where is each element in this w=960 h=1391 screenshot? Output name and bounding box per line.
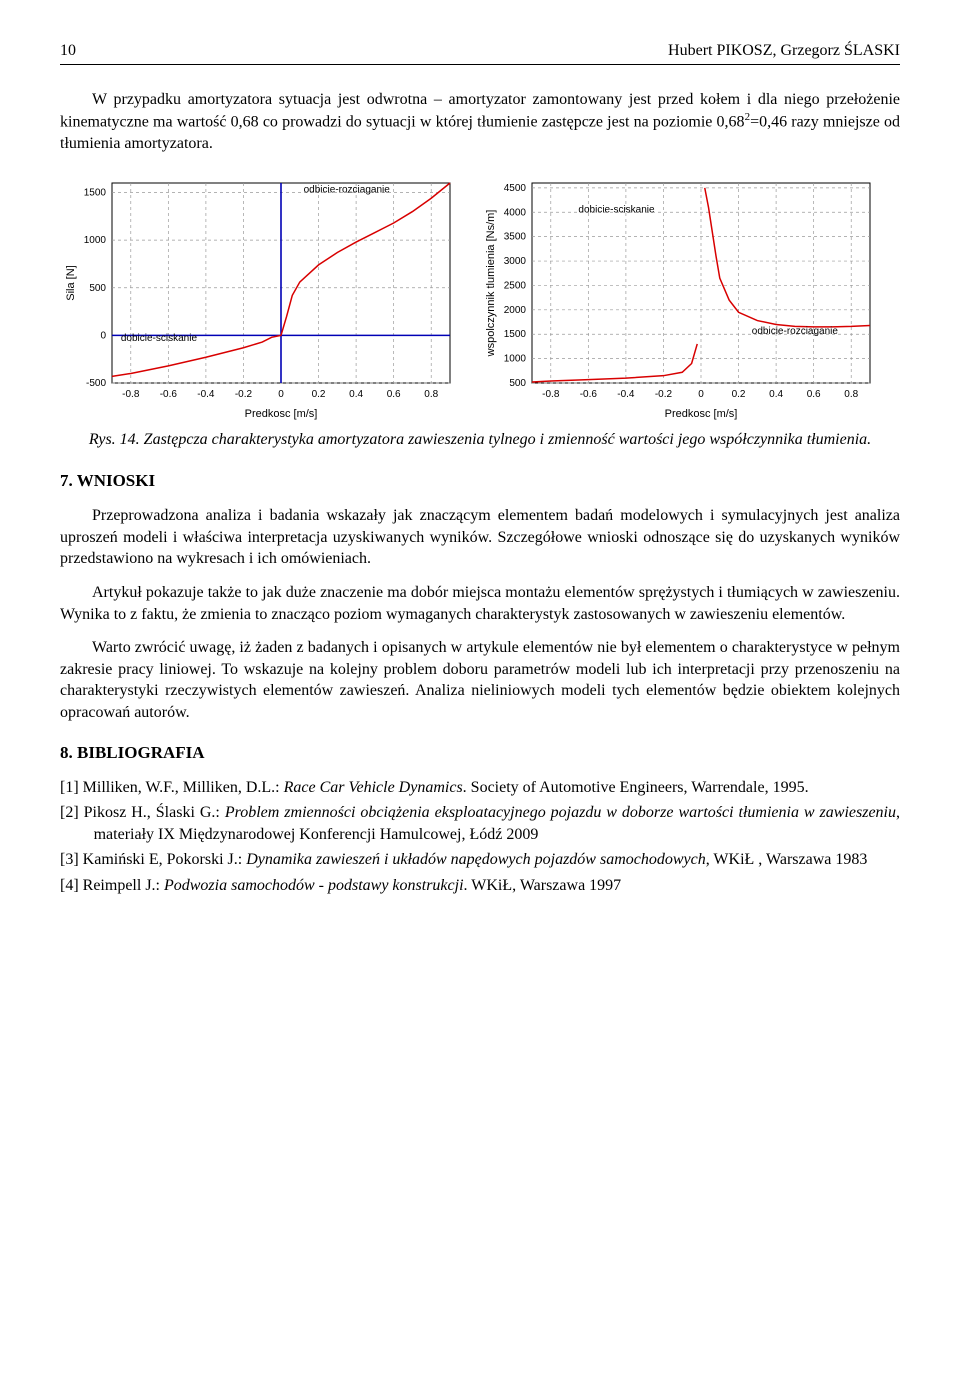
svg-text:1500: 1500 — [504, 329, 527, 340]
svg-text:0: 0 — [278, 389, 284, 400]
svg-text:-500: -500 — [86, 378, 106, 389]
svg-text:2500: 2500 — [504, 280, 527, 291]
svg-text:odbicie-rozciaganie: odbicie-rozciaganie — [752, 326, 839, 337]
svg-text:odbicie-rozciaganie: odbicie-rozciaganie — [304, 184, 391, 195]
reference-item: [4] Reimpell J.: Podwozia samochodów - p… — [60, 875, 900, 897]
svg-text:-0.8: -0.8 — [542, 389, 560, 400]
svg-text:3500: 3500 — [504, 231, 527, 242]
svg-text:500: 500 — [89, 282, 106, 293]
sec7-p3: Warto zwrócić uwagę, iż żaden z badanych… — [60, 637, 900, 723]
figure-caption: Rys. 14. Zastępcza charakterystyka amort… — [60, 429, 900, 451]
figure-14: -0.8 -0.6 -0.4 -0.2 0 0.2 0.4 0.6 0.8 -500 0 500 100… — [60, 173, 900, 423]
sec7-p1: Przeprowadzona analiza i badania wskazał… — [60, 505, 900, 570]
svg-text:4000: 4000 — [504, 207, 527, 218]
svg-text:0: 0 — [100, 330, 106, 341]
svg-text:dobicie-sciskanie: dobicie-sciskanie — [121, 333, 198, 344]
svg-text:500: 500 — [509, 378, 526, 389]
svg-text:0.8: 0.8 — [844, 389, 858, 400]
svg-text:0.8: 0.8 — [424, 389, 438, 400]
sec7-p2: Artykuł pokazuje także to jak duże znacz… — [60, 582, 900, 625]
reference-item: [3] Kamiński E, Pokorski J.: Dynamika za… — [60, 849, 900, 871]
section-8-title: 8. BIBLIOGRAFIA — [60, 742, 900, 765]
svg-text:0.2: 0.2 — [732, 389, 746, 400]
svg-text:dobicie-sciskanie: dobicie-sciskanie — [578, 204, 655, 215]
svg-text:1000: 1000 — [504, 353, 527, 364]
svg-text:Sila [N]: Sila [N] — [65, 265, 77, 300]
svg-text:0.4: 0.4 — [349, 389, 363, 400]
svg-text:Predkosc [m/s]: Predkosc [m/s] — [245, 408, 318, 420]
svg-text:-0.2: -0.2 — [235, 389, 253, 400]
svg-text:0.6: 0.6 — [807, 389, 821, 400]
svg-text:0: 0 — [698, 389, 704, 400]
svg-text:4500: 4500 — [504, 183, 527, 194]
chart-right: -0.8 -0.6 -0.4 -0.2 0 0.2 0.4 0.6 0.8 500 1000 1500… — [480, 173, 880, 423]
svg-text:2000: 2000 — [504, 305, 527, 316]
page-header: 10 Hubert PIKOSZ, Grzegorz ŚLASKI — [60, 40, 900, 65]
svg-text:Predkosc [m/s]: Predkosc [m/s] — [665, 408, 738, 420]
authors-header: Hubert PIKOSZ, Grzegorz ŚLASKI — [668, 40, 900, 62]
section-7-title: 7. WNIOSKI — [60, 470, 900, 493]
svg-text:wspolczynnik tlumienia [Ns/m]: wspolczynnik tlumienia [Ns/m] — [485, 209, 497, 357]
svg-text:1000: 1000 — [84, 235, 107, 246]
reference-item: [2] Pikosz H., Ślaski G.: Problem zmienn… — [60, 802, 900, 845]
svg-text:-0.6: -0.6 — [580, 389, 598, 400]
intro-para: W przypadku amortyzatora sytuacja jest o… — [60, 89, 900, 155]
svg-text:1500: 1500 — [84, 187, 107, 198]
svg-text:-0.4: -0.4 — [617, 389, 635, 400]
chart-left: -0.8 -0.6 -0.4 -0.2 0 0.2 0.4 0.6 0.8 -500 0 500 100… — [60, 173, 460, 423]
svg-text:0.6: 0.6 — [387, 389, 401, 400]
references: [1] Milliken, W.F., Milliken, D.L.: Race… — [60, 777, 900, 897]
svg-text:-0.4: -0.4 — [197, 389, 215, 400]
svg-text:3000: 3000 — [504, 256, 527, 267]
svg-text:-0.6: -0.6 — [160, 389, 178, 400]
svg-text:-0.2: -0.2 — [655, 389, 673, 400]
reference-item: [1] Milliken, W.F., Milliken, D.L.: Race… — [60, 777, 900, 799]
svg-text:0.2: 0.2 — [312, 389, 326, 400]
svg-text:0.4: 0.4 — [769, 389, 783, 400]
svg-text:-0.8: -0.8 — [122, 389, 140, 400]
page-number: 10 — [60, 40, 76, 62]
